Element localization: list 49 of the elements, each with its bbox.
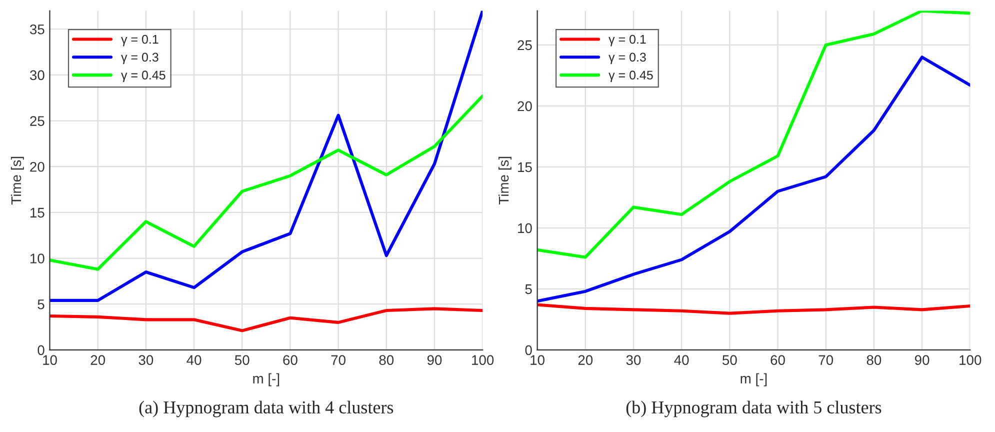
y-tick-label: 35 (30, 24, 44, 34)
x-tick-label: 50 (722, 355, 737, 365)
line-series (537, 10, 970, 259)
x-axis-title: m [-] (253, 373, 280, 386)
y-tick-label: 10 (30, 254, 44, 264)
legend-label: γ = 0.1 (608, 34, 646, 46)
y-tick-label: 20 (30, 162, 44, 172)
x-axis-title: m [-] (740, 373, 767, 386)
line-series (50, 94, 483, 271)
x-tick-label: 60 (770, 355, 785, 365)
y-tick-label: 25 (518, 40, 532, 50)
y-tick-label: 0 (38, 345, 44, 356)
legend-label: γ = 0.45 (608, 70, 653, 82)
x-tick-label: 90 (427, 355, 442, 365)
line-series (537, 303, 970, 315)
y-tick-label: 0 (525, 345, 532, 356)
x-tick-label: 60 (283, 355, 298, 365)
text: (a) Hypnogram data with 4 clusters (139, 400, 394, 418)
x-tick-label: 70 (818, 355, 834, 365)
y-tick-label: 30 (30, 70, 44, 80)
y-tick-label: 25 (30, 116, 44, 126)
x-tick-label: 30 (138, 355, 154, 365)
y-tick-label: 10 (518, 223, 532, 234)
legend-label: γ = 0.45 (121, 70, 166, 82)
x-tick-label: 90 (914, 355, 930, 365)
y-tick-label: 20 (518, 101, 532, 112)
text: (b) Hypnogram data with 5 clusters (626, 400, 882, 418)
x-tick-label: 100 (960, 355, 982, 365)
x-tick-label: 40 (186, 355, 202, 365)
x-tick-label: 50 (234, 355, 250, 365)
y-axis-title: Time [s] (10, 156, 24, 204)
x-tick-label: 80 (379, 355, 394, 365)
x-tick-label: 30 (626, 355, 641, 365)
y-tick-label: 5 (525, 284, 532, 294)
x-tick-label: 40 (674, 355, 689, 365)
x-tick-label: 70 (331, 355, 346, 365)
legend-label: γ = 0.1 (121, 34, 158, 46)
y-tick-label: 15 (518, 162, 532, 172)
y-tick-label: 5 (38, 300, 44, 310)
legend-label: γ = 0.3 (121, 52, 158, 64)
y-tick-label: 15 (30, 208, 44, 218)
y-axis-title: Time [s] (498, 156, 512, 204)
line-series (50, 10, 483, 302)
x-tick-label: 20 (90, 355, 106, 365)
x-tick-label: 100 (472, 355, 494, 365)
x-tick-label: 80 (866, 355, 882, 365)
legend-label: γ = 0.3 (608, 52, 646, 64)
line-series (50, 307, 483, 332)
x-tick-label: 20 (578, 355, 593, 365)
